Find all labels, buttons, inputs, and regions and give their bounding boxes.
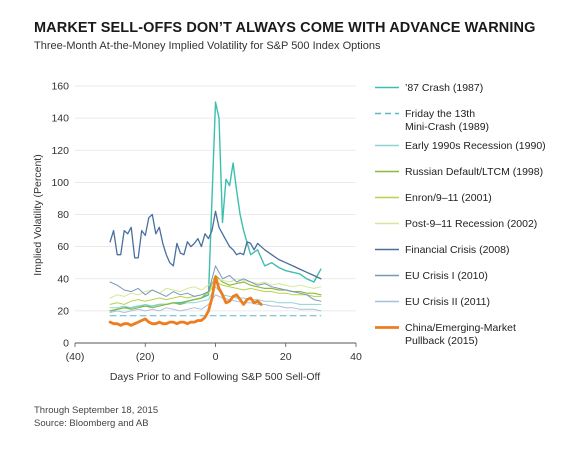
y-axis-label: Implied Volatility (Percent) [32,154,44,275]
x-tick-label: (40) [66,351,85,363]
legend-label: Financial Crisis (2008) [405,244,509,256]
legend-entry-2: Early 1990s Recession (1990) [375,140,546,152]
legend-entry-3: Russian Default/LTCM (1998) [375,166,543,178]
y-tick-label: 80 [57,209,69,221]
chart-tick-labels: 0 20 40 60 80 100 120 140 160 (40) (20) 0 20 40 [51,81,362,364]
volatility-line-chart: 0 20 40 60 80 100 120 140 160 (40) (20) 0 20 40 ’87 C… [32,81,546,384]
chart-axes [74,342,357,347]
legend-label: Pullback (2015) [405,335,478,347]
y-tick-label: 140 [51,113,69,125]
footer-source: Source: Bloomberg and AB [34,418,149,429]
chart-subtitle: Three-Month At-the-Money Implied Volatil… [34,40,381,52]
legend-label: EU Crisis II (2011) [405,296,490,308]
series-line-9 [108,275,263,327]
legend-entry-8: EU Crisis II (2011) [375,296,490,308]
footer-note: Through September 18, 2015 [34,405,159,416]
legend-label: Mini-Crash (1989) [405,121,489,133]
x-axis-label: Days Prior to and Following S&P 500 Sell… [110,371,320,383]
legend-label: ’87 Crash (1987) [405,82,483,94]
series-line-6 [109,210,322,280]
x-tick-label: (20) [136,351,155,363]
y-tick-label: 120 [51,145,69,157]
series-line-7 [109,265,322,302]
legend-entry-6: Financial Crisis (2008) [375,244,509,256]
y-tick-label: 100 [51,177,69,189]
legend-label: Friday the 13th [405,108,475,120]
legend-label: China/Emerging-Market [405,322,516,334]
legend-entry-7: EU Crisis I (2010) [375,270,488,282]
y-tick-label: 60 [57,241,69,253]
legend-label: Post-9–11 Recession (2002) [405,218,537,230]
y-tick-label: 20 [57,305,69,317]
legend-label: Early 1990s Recession (1990) [405,140,546,152]
chart-series-lines [108,101,322,327]
legend-entry-4: Enron/9–11 (2001) [375,192,492,204]
legend-label: EU Crisis I (2010) [405,270,488,282]
legend-entry-5: Post-9–11 Recession (2002) [375,218,537,230]
y-tick-label: 0 [63,338,69,350]
y-tick-label: 40 [57,273,69,285]
x-tick-label: 20 [280,351,292,363]
chart-legend: ’87 Crash (1987) Friday the 13thMini-Cras… [375,82,546,347]
x-tick-label: 40 [350,351,362,363]
chart-title: MARKET SELL-OFFS DON’T ALWAYS COME WITH … [34,20,536,36]
series-line-0 [109,101,322,312]
series-line-8 [109,294,322,313]
legend-label: Enron/9–11 (2001) [405,192,492,204]
legend-label: Russian Default/LTCM (1998) [405,166,543,178]
x-tick-label: 0 [213,351,219,363]
y-tick-label: 160 [51,81,69,93]
legend-entry-0: ’87 Crash (1987) [375,82,483,94]
series-line-2 [109,286,322,309]
